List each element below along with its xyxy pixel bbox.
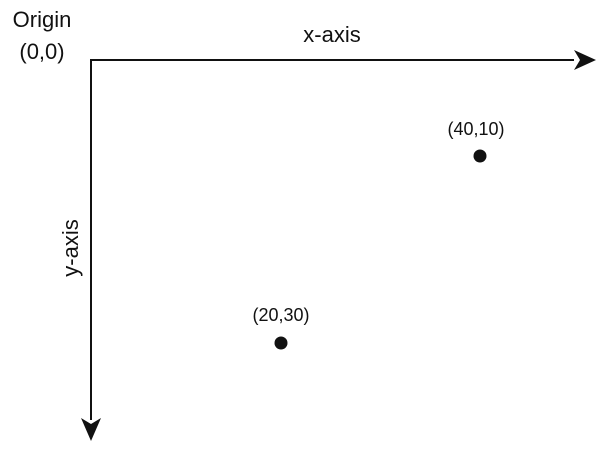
point-40-10: (40,10) [447,119,505,163]
point-20-30: (20,30) [252,305,310,350]
point-label: (40,10) [447,119,504,139]
y-axis-label: y-axis [58,219,83,276]
origin-label: Origin [13,7,72,32]
point-label: (20,30) [252,305,309,325]
x-axis-arrowhead [574,50,596,70]
point-dot [274,336,288,350]
y-axis-arrowhead [81,418,101,441]
origin-coords-label: (0,0) [19,39,64,64]
point-dot [473,149,487,163]
x-axis-label: x-axis [303,22,360,47]
